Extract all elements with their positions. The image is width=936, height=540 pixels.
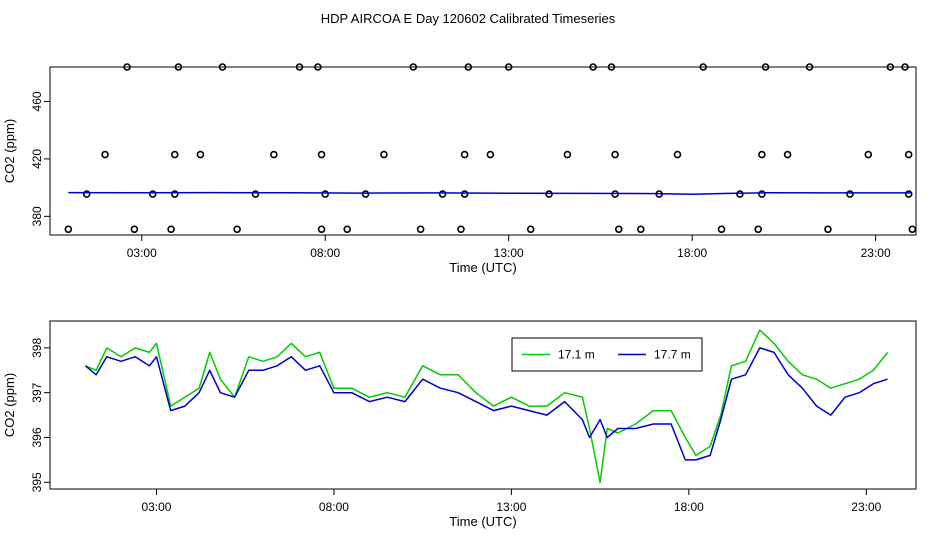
y-tick-label: 398	[30, 338, 44, 358]
data-point	[636, 225, 645, 234]
x-tick-label: 13:00	[494, 246, 524, 260]
data-point	[317, 225, 326, 234]
y-tick-label: 420	[30, 149, 44, 169]
data-point	[846, 190, 854, 198]
data-point	[611, 150, 619, 159]
data-point	[251, 190, 260, 198]
data-point	[464, 63, 473, 71]
data-point	[504, 63, 513, 71]
plot-frame	[49, 320, 917, 490]
data-point	[82, 190, 91, 198]
data-point	[130, 225, 139, 234]
x-tick-label: 03:00	[127, 246, 157, 260]
data-point	[758, 150, 766, 159]
data-point	[864, 150, 873, 159]
data-point	[361, 190, 370, 198]
series-line-17-1-m	[85, 329, 889, 484]
x-tick-label: 23:00	[851, 500, 881, 514]
data-point	[409, 63, 418, 71]
y-tick-label: 380	[30, 206, 44, 226]
data-point	[270, 150, 278, 159]
data-point	[167, 225, 175, 234]
data-point	[196, 150, 205, 159]
data-point	[783, 150, 792, 159]
data-point	[526, 225, 535, 234]
data-point	[148, 190, 157, 198]
data-point	[805, 63, 814, 71]
data-point	[343, 225, 352, 234]
data-point	[824, 225, 832, 234]
x-tick-label: 13:00	[496, 500, 526, 514]
data-point	[174, 63, 183, 71]
data-point	[233, 225, 241, 234]
data-point	[123, 63, 131, 71]
data-point	[170, 190, 179, 198]
data-point	[699, 63, 707, 71]
data-point	[438, 190, 447, 198]
data-point	[673, 150, 682, 159]
x-tick-label: 08:00	[310, 246, 340, 260]
x-tick-label: 18:00	[674, 500, 704, 514]
data-point	[101, 150, 109, 159]
y-axis-label: CO2 (ppm)	[2, 373, 17, 437]
data-point	[170, 150, 179, 159]
data-point	[563, 150, 572, 159]
series-line-17-7-m	[85, 347, 888, 461]
panel-2: 03:00 08:00 13:00 18:00 23:00 395 396 397 398 Tim…	[2, 320, 917, 529]
data-point	[607, 63, 616, 71]
y-tick-label: 395	[30, 472, 44, 492]
y-axis-label: CO2 (ppm)	[2, 119, 17, 183]
data-point	[218, 63, 227, 71]
data-point	[886, 63, 895, 71]
data-point	[460, 150, 469, 159]
y-tick-label: 397	[30, 382, 44, 402]
x-axis-label: Time (UTC)	[449, 514, 516, 529]
data-point	[295, 63, 304, 71]
data-point	[314, 63, 322, 71]
data-point	[545, 190, 553, 198]
x-tick-label: 08:00	[319, 500, 349, 514]
y-tick-label: 396	[30, 427, 44, 447]
data-point	[64, 225, 73, 234]
data-point	[321, 190, 330, 198]
chart-title: HDP AIRCOA E Day 120602 Calibrated Times…	[321, 11, 616, 26]
data-point	[901, 63, 909, 71]
data-point	[416, 225, 425, 234]
data-point	[754, 225, 763, 234]
legend-label: 17.7 m	[654, 348, 691, 362]
data-point	[457, 225, 465, 234]
data-point	[736, 190, 744, 198]
x-tick-label: 03:00	[141, 500, 171, 514]
data-point	[761, 63, 770, 71]
x-tick-label: 23:00	[861, 246, 891, 260]
data-point	[614, 225, 623, 234]
plot-frame	[49, 66, 917, 236]
data-point	[904, 190, 913, 198]
data-point	[589, 63, 597, 71]
x-axis-label: Time (UTC)	[449, 260, 516, 275]
x-tick-label: 18:00	[677, 246, 707, 260]
data-point	[758, 190, 766, 198]
data-point	[380, 150, 388, 159]
data-point	[904, 150, 913, 159]
data-point	[908, 225, 917, 234]
data-point	[486, 150, 495, 159]
data-point	[717, 225, 726, 234]
y-tick-label: 460	[30, 91, 44, 111]
series-line-mean	[68, 191, 913, 195]
legend-label: 17.1 m	[558, 348, 595, 362]
data-point	[460, 190, 469, 198]
panel-1: 03:00 08:00 13:00 18:00 23:00 380 420 460 Time (…	[2, 63, 917, 275]
data-point	[317, 150, 326, 159]
